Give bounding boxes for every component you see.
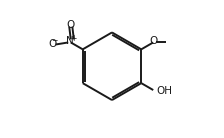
Text: −: − [51, 36, 57, 45]
Text: N: N [66, 36, 74, 46]
Text: OH: OH [157, 86, 173, 96]
Text: O: O [67, 20, 75, 30]
Text: +: + [70, 34, 77, 43]
Text: O: O [150, 36, 158, 46]
Text: O: O [48, 39, 57, 49]
